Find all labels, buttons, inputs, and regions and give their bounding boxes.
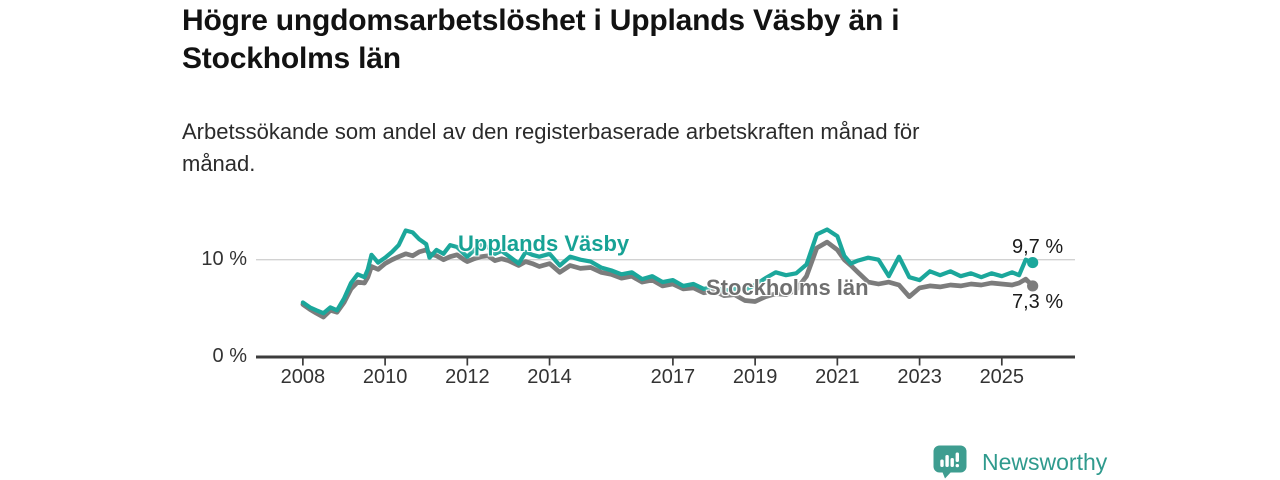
- series-line-stockholms-lan: [300, 239, 1036, 320]
- x-tick-label-2017: 2017: [650, 366, 696, 388]
- newsworthy-logo-icon: [933, 445, 967, 479]
- end-value-label-stockholms-lan: 7,3 %: [1012, 291, 1064, 313]
- chart-title: Högre ungdomsarbetslöshet i Upplands Väs…: [182, 2, 1082, 78]
- x-tick-label-2014: 2014: [527, 366, 572, 388]
- chart-subtitle-line1: Arbetssökande som andel av den registerb…: [182, 119, 920, 144]
- x-tick-label-2021: 2021: [815, 366, 860, 388]
- end-value-label-upplands-vasby: 9,7 %: [1012, 236, 1064, 258]
- x-tick-label-2010: 2010: [362, 366, 408, 388]
- chart-subtitle: Arbetssökande som andel av den registerb…: [182, 116, 1082, 180]
- y-tick-label-0: 0 %: [212, 345, 247, 367]
- chart-subtitle-line2: månad.: [182, 151, 256, 176]
- x-tick-label-2023: 2023: [897, 366, 942, 388]
- series-label-upplands-vasby: Upplands Väsby: [458, 231, 630, 256]
- chart-title-line1: Högre ungdomsarbetslöshet i Upplands Väs…: [182, 4, 900, 37]
- x-tick-label-2025: 2025: [979, 366, 1025, 388]
- y-tick-label-10: 10 %: [201, 247, 247, 270]
- chart-title-line2: Stockholms län: [182, 42, 401, 75]
- series-line-upplands-vasby: [300, 227, 1035, 316]
- series-label-stockholms-lan: Stockholms län: [706, 275, 869, 300]
- newsworthy-wordmark: Newsworthy: [982, 448, 1108, 475]
- x-tick-label-2012: 2012: [445, 366, 490, 388]
- x-tick-label-2008: 2008: [280, 366, 326, 388]
- end-dot-stockholms-lan: [1027, 280, 1039, 292]
- x-tick-label-2019: 2019: [732, 366, 778, 388]
- end-dot-upplands-vasby: [1027, 256, 1039, 269]
- newsworthy-branding-link[interactable]: Newsworthy: [933, 445, 1107, 479]
